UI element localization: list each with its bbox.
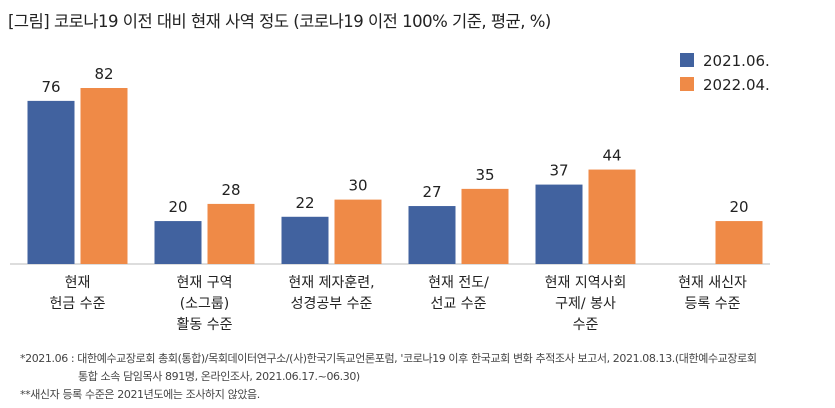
- data-label: 22: [295, 194, 314, 212]
- chart-title: [그림] 코로나19 이전 대비 현재 사역 정도 (코로나19 이전 100%…: [8, 12, 551, 31]
- bar-2022: [588, 169, 636, 264]
- bar-2021: [281, 216, 329, 264]
- category-label: 현재: [65, 275, 91, 291]
- bar-2021: [154, 221, 202, 264]
- category-label: 헌금 수준: [50, 296, 106, 312]
- bar-2022: [80, 88, 128, 264]
- bar-2022: [334, 199, 382, 264]
- category-label: (소그룹): [180, 296, 230, 312]
- category-label: 수준: [573, 317, 599, 333]
- bar-2021: [408, 206, 456, 264]
- footnote-3: **새신자 등록 수준은 2021년도에는 조사하지 않았음.: [20, 388, 260, 401]
- category-label: 구제/ 봉사: [555, 296, 616, 312]
- data-label: 28: [221, 181, 240, 199]
- data-label: 20: [729, 198, 748, 216]
- category-label: 현재 지역사회: [545, 275, 627, 291]
- bar-2021: [535, 184, 583, 264]
- legend-swatch: [680, 53, 694, 67]
- data-label: 35: [475, 166, 494, 184]
- legend-label: 2021.06.: [703, 52, 770, 70]
- category-label: 현재 새신자: [678, 275, 747, 291]
- category-label: 현재 제자훈련,: [288, 275, 374, 291]
- data-label: 20: [168, 198, 187, 216]
- category-label: 현재 전도/: [428, 275, 489, 291]
- category-label: 선교 수준: [431, 296, 487, 312]
- data-label: 82: [94, 65, 113, 83]
- category-label: 성경공부 수준: [291, 296, 373, 312]
- category-label: 등록 수준: [685, 296, 741, 312]
- bar-2022: [461, 188, 509, 264]
- data-label: 27: [422, 183, 441, 201]
- bar-2022: [207, 203, 255, 264]
- category-label: 활동 수준: [177, 317, 233, 333]
- data-label: 44: [602, 147, 621, 165]
- legend-swatch: [680, 77, 694, 91]
- data-label: 30: [348, 177, 367, 195]
- data-label: 76: [41, 78, 60, 96]
- footnote-2: 통합 소속 담임목사 891명, 온라인조사, 2021.06.17.~06.3…: [78, 370, 360, 383]
- legend-label: 2022.04.: [703, 76, 770, 94]
- bar-2022: [715, 221, 763, 264]
- footnote-1: *2021.06 : 대한예수교장로회 총회(통합)/목회데이터연구소/(사)한…: [20, 352, 757, 365]
- category-label: 현재 구역: [177, 275, 233, 291]
- data-label: 37: [549, 162, 568, 180]
- bar-2021: [27, 100, 75, 264]
